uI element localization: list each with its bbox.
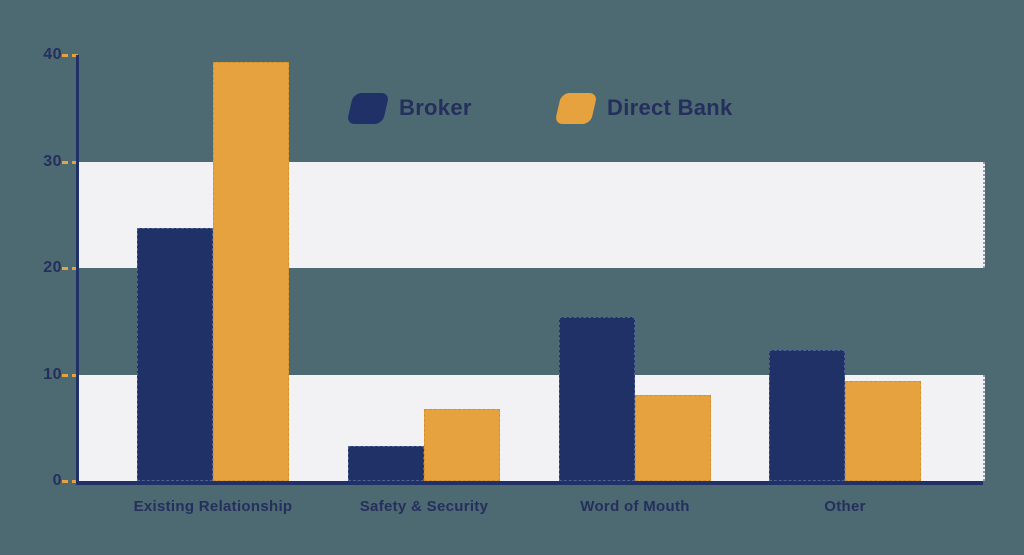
bar-broker-word-of-mouth — [559, 317, 635, 481]
y-axis-tick-20 — [62, 267, 78, 270]
category-label-other: Other — [824, 498, 866, 515]
legend-swatch-broker — [346, 92, 390, 124]
bar-broker-other — [769, 350, 845, 481]
y-axis-label-40: 40 — [43, 46, 62, 63]
bar-broker-safety-and-security — [348, 446, 424, 481]
category-label-existing-relationship: Existing Relationship — [133, 498, 293, 515]
bar-direct-bank-safety-and-security — [424, 409, 500, 481]
y-axis-tick-0 — [62, 480, 78, 483]
y-axis-label-10: 10 — [43, 365, 62, 383]
y-axis-tick-40 — [62, 54, 78, 57]
y-axis — [76, 55, 79, 485]
y-axis-tick-30 — [62, 160, 78, 164]
bar-direct-bank-word-of-mouth — [635, 395, 711, 481]
y-axis-label-30: 30 — [43, 152, 62, 170]
y-axis-tick-10 — [62, 373, 78, 377]
y-axis-label-20: 20 — [43, 259, 62, 276]
bar-broker-existing-relationship — [137, 228, 213, 481]
legend-item-broker: Broker — [346, 88, 472, 128]
category-label-safety-and-security: Safety & Security — [359, 498, 489, 515]
x-axis — [76, 481, 983, 485]
bar-direct-bank-existing-relationship — [213, 62, 289, 481]
category-label-word-of-mouth: Word of Mouth — [580, 498, 690, 515]
legend-swatch-direct-bank — [554, 92, 598, 124]
legend-label-direct-bank: Direct Bank — [607, 95, 733, 120]
y-axis-label-0: 0 — [52, 472, 62, 489]
bar-direct-bank-other — [845, 381, 921, 481]
legend-label-broker: Broker — [399, 95, 472, 120]
legend-item-direct-bank: Direct Bank — [554, 88, 733, 128]
